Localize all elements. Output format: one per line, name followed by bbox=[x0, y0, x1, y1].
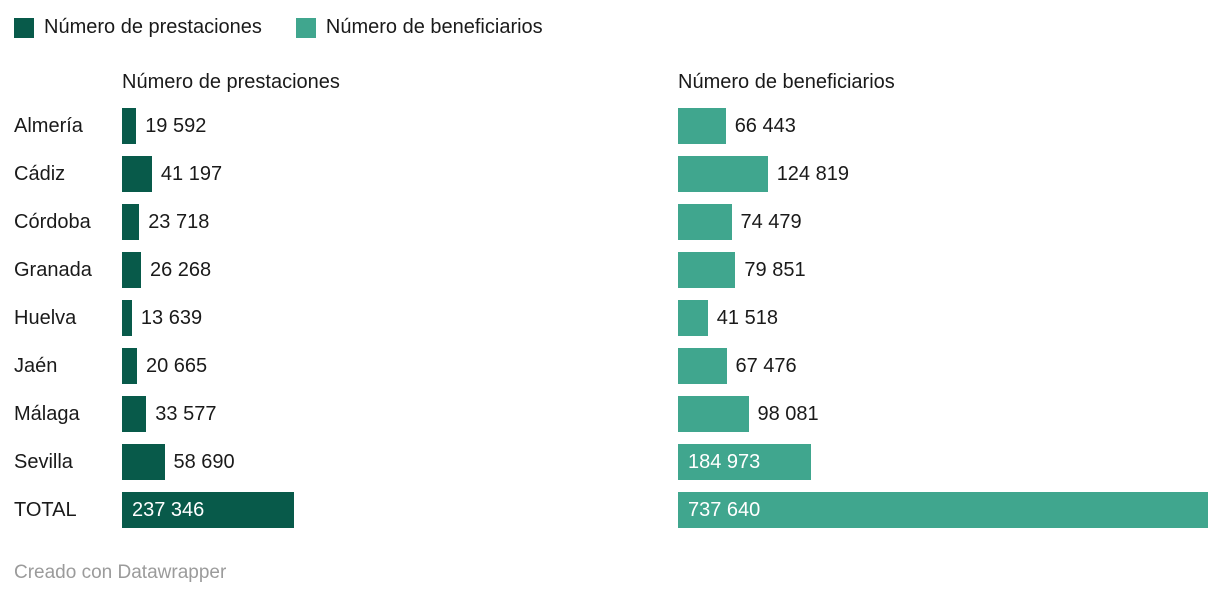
bar-cell-beneficiarios: 67 476 bbox=[678, 348, 1208, 384]
chart-row: Jaén 20 665 67 476 bbox=[14, 342, 1208, 390]
bar-beneficiarios[interactable] bbox=[678, 156, 768, 192]
chart-row: Huelva 13 639 41 518 bbox=[14, 294, 1208, 342]
column-header-prestaciones: Número de prestaciones bbox=[122, 71, 340, 93]
chart-row: TOTAL 237 346 737 640 bbox=[14, 486, 1208, 534]
bar-cell-beneficiarios: 184 973 bbox=[678, 444, 1208, 480]
bar-cell-prestaciones: 19 592 bbox=[122, 108, 678, 144]
row-label: Córdoba bbox=[14, 210, 91, 233]
chart-row: Cádiz 41 197 124 819 bbox=[14, 150, 1208, 198]
row-label: Granada bbox=[14, 258, 92, 281]
bar-value-label: 41 197 bbox=[160, 162, 223, 185]
bar-prestaciones[interactable] bbox=[122, 444, 165, 480]
legend-swatch-prestaciones bbox=[14, 17, 34, 38]
datawrapper-attribution[interactable]: Creado con Datawrapper bbox=[14, 562, 227, 583]
bar-value-label: 20 665 bbox=[146, 354, 208, 377]
bar-value-label: 26 268 bbox=[150, 258, 212, 281]
chart-row: Málaga 33 577 98 081 bbox=[14, 390, 1208, 438]
bar-value-label: 737 640 bbox=[688, 498, 761, 521]
bar-cell-beneficiarios: 41 518 bbox=[678, 300, 1208, 336]
bar-cell-prestaciones: 33 577 bbox=[122, 396, 678, 432]
row-label: Málaga bbox=[14, 402, 80, 425]
bar-value-label: 237 346 bbox=[132, 498, 205, 521]
bar-value-label: 19 592 bbox=[145, 114, 207, 137]
bar-value-label: 74 479 bbox=[740, 210, 802, 233]
legend-item-beneficiarios: Número de beneficiarios bbox=[295, 16, 543, 39]
row-label: Cádiz bbox=[14, 162, 66, 185]
bar-value-label: 23 718 bbox=[148, 210, 210, 233]
row-label: Jaén bbox=[14, 354, 58, 377]
bar-value-label: 98 081 bbox=[757, 402, 819, 425]
bar-cell-prestaciones: 13 639 bbox=[122, 300, 678, 336]
row-label: Huelva bbox=[14, 306, 77, 329]
chart-row: Almería 19 592 66 443 bbox=[14, 102, 1208, 150]
bar-beneficiarios[interactable] bbox=[678, 300, 708, 336]
bar-value-label: 41 518 bbox=[716, 306, 778, 329]
row-label: Almería bbox=[14, 114, 83, 137]
bar-beneficiarios[interactable] bbox=[678, 108, 726, 144]
bar-prestaciones[interactable] bbox=[122, 108, 137, 144]
chart-row: Granada 26 268 79 851 bbox=[14, 246, 1208, 294]
column-headers: Número de prestaciones Número de benefic… bbox=[14, 71, 1208, 94]
bar-value-label: 79 851 bbox=[744, 258, 806, 281]
bar-prestaciones[interactable] bbox=[122, 204, 140, 240]
bar-prestaciones[interactable] bbox=[122, 252, 141, 288]
bar-prestaciones[interactable] bbox=[122, 300, 132, 336]
bar-value-label: 66 443 bbox=[734, 114, 796, 137]
bar-cell-beneficiarios: 124 819 bbox=[678, 156, 1208, 192]
bar-beneficiarios[interactable]: 737 640 bbox=[678, 492, 1208, 528]
bar-cell-prestaciones: 237 346 bbox=[122, 492, 678, 528]
bar-beneficiarios[interactable] bbox=[678, 396, 749, 432]
row-label: Sevilla bbox=[14, 450, 73, 473]
bar-value-label: 33 577 bbox=[155, 402, 217, 425]
row-label: TOTAL bbox=[14, 498, 77, 521]
chart-rows: Almería 19 592 66 443 Cádiz 41 197 124 819 Cór… bbox=[14, 102, 1208, 534]
bar-cell-prestaciones: 41 197 bbox=[122, 156, 678, 192]
bar-prestaciones[interactable] bbox=[122, 156, 152, 192]
legend-label-prestaciones: Número de prestaciones bbox=[44, 16, 262, 38]
column-header-beneficiarios: Número de beneficiarios bbox=[678, 71, 895, 93]
bar-cell-beneficiarios: 66 443 bbox=[678, 108, 1208, 144]
bar-value-label: 58 690 bbox=[173, 450, 235, 473]
bar-cell-prestaciones: 26 268 bbox=[122, 252, 678, 288]
bar-cell-beneficiarios: 737 640 bbox=[678, 492, 1208, 528]
bar-value-label: 124 819 bbox=[776, 162, 849, 185]
bar-beneficiarios[interactable] bbox=[678, 348, 727, 384]
bar-value-label: 184 973 bbox=[688, 450, 761, 473]
bar-beneficiarios[interactable] bbox=[678, 252, 736, 288]
bar-beneficiarios[interactable] bbox=[678, 204, 732, 240]
bar-value-label: 67 476 bbox=[735, 354, 797, 377]
bar-cell-prestaciones: 23 718 bbox=[122, 204, 678, 240]
chart-row: Sevilla 58 690 184 973 bbox=[14, 438, 1208, 486]
bar-cell-beneficiarios: 98 081 bbox=[678, 396, 1208, 432]
legend-label-beneficiarios: Número de beneficiarios bbox=[325, 16, 543, 38]
bar-prestaciones[interactable] bbox=[122, 396, 147, 432]
bar-cell-prestaciones: 20 665 bbox=[122, 348, 678, 384]
bar-cell-beneficiarios: 74 479 bbox=[678, 204, 1208, 240]
legend-item-prestaciones: Número de prestaciones bbox=[14, 16, 262, 39]
bar-prestaciones[interactable]: 237 346 bbox=[122, 492, 294, 528]
bar-cell-beneficiarios: 79 851 bbox=[678, 252, 1208, 288]
bar-cell-prestaciones: 58 690 bbox=[122, 444, 678, 480]
bar-beneficiarios[interactable]: 184 973 bbox=[678, 444, 811, 480]
legend: Número de prestaciones Número de benefic… bbox=[14, 16, 1208, 39]
bar-prestaciones[interactable] bbox=[122, 348, 137, 384]
legend-swatch-beneficiarios bbox=[295, 17, 316, 38]
chart-row: Córdoba 23 718 74 479 bbox=[14, 198, 1208, 246]
bar-value-label: 13 639 bbox=[140, 306, 203, 329]
